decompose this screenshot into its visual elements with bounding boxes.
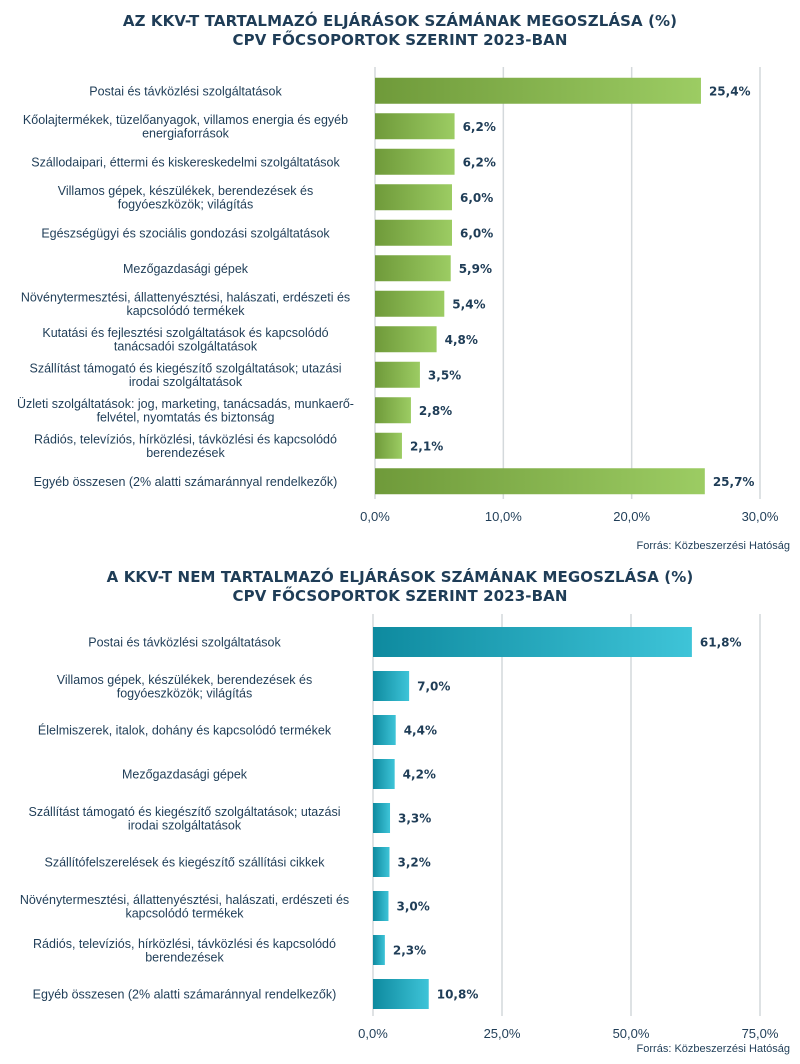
category-label: Egyéb összesen (2% alatti számaránnyal r… xyxy=(34,475,338,489)
data-label: 2,8% xyxy=(419,404,452,418)
bar xyxy=(375,290,445,317)
category-label: Mezőgazdasági gépek xyxy=(123,262,249,276)
bar xyxy=(373,847,390,877)
data-label: 6,0% xyxy=(460,226,493,240)
bar xyxy=(375,184,452,211)
bar xyxy=(373,935,385,965)
data-label: 3,3% xyxy=(398,812,431,826)
bar xyxy=(373,671,410,701)
category-label: Postai és távközlési szolgáltatások xyxy=(89,84,282,98)
data-label: 6,2% xyxy=(463,155,496,169)
x-tick-label: 30,0% xyxy=(742,509,779,524)
category-label: Mezőgazdasági gépek xyxy=(122,768,248,782)
category-label: Szállítást támogató és kiegészítő szolgá… xyxy=(30,362,342,390)
bar xyxy=(373,627,692,657)
category-label: Szállodaipari, éttermi és kiskereskedelm… xyxy=(31,155,340,169)
chart-title-line-1: AZ KKV-T TARTALMAZÓ ELJÁRÁSOK SZÁMÁNAK M… xyxy=(122,12,678,30)
source-note: Forrás: Közbeszerzési Hatóság xyxy=(636,540,790,552)
bar xyxy=(373,715,396,745)
data-label: 3,5% xyxy=(428,368,461,382)
chart-title-line-1: A KKV-T NEM TARTALMAZÓ ELJÁRÁSOK SZÁMÁNA… xyxy=(106,568,694,586)
source-note: Forrás: Közbeszerzési Hatóság xyxy=(636,1043,790,1055)
x-tick-label: 75,0% xyxy=(742,1026,779,1041)
bar xyxy=(375,255,451,282)
data-label: 3,0% xyxy=(396,900,429,914)
category-label: Egészségügyi és szociális gondozási szol… xyxy=(41,226,330,240)
x-tick-label: 0,0% xyxy=(360,509,390,524)
category-label: Kőolajtermékek, tüzelőanyagok, villamos … xyxy=(23,113,348,141)
category-label: Szállítást támogató és kiegészítő szolgá… xyxy=(29,805,341,833)
data-label: 5,9% xyxy=(459,262,492,276)
data-label: 61,8% xyxy=(700,636,742,650)
bar xyxy=(375,397,411,424)
bar xyxy=(373,803,391,833)
bar xyxy=(373,759,395,789)
bar xyxy=(375,148,455,175)
data-label: 6,0% xyxy=(460,191,493,205)
data-label: 3,2% xyxy=(398,856,431,870)
data-label: 6,2% xyxy=(463,120,496,134)
bar xyxy=(375,326,437,353)
bar-chart-kkv: 25,4% Postai és távközlési szolgáltatások… xyxy=(17,67,779,524)
data-label: 4,4% xyxy=(404,724,437,738)
bar xyxy=(375,219,452,246)
data-label: 7,0% xyxy=(417,680,450,694)
category-label: Élelmiszerek, italok, dohány és kapcsoló… xyxy=(38,723,332,738)
data-label: 25,7% xyxy=(713,475,755,489)
data-label: 10,8% xyxy=(437,988,479,1002)
bar xyxy=(373,891,389,921)
category-label: Kutatási és fejlesztési szolgáltatások é… xyxy=(42,326,328,354)
category-label: Villamos gépek, készülékek, berendezések… xyxy=(57,673,312,701)
x-tick-label: 0,0% xyxy=(358,1026,388,1041)
data-label: 25,4% xyxy=(709,84,751,98)
bar xyxy=(375,77,701,104)
bar xyxy=(375,113,455,140)
category-label: Rádiós, televíziós, hírközlési, távközlé… xyxy=(34,433,337,461)
category-label: Növénytermesztési, állattenyésztési, hal… xyxy=(21,291,350,319)
data-label: 2,1% xyxy=(410,439,443,453)
category-label: Szállítófelszerelések és kiegészítő szál… xyxy=(45,856,326,870)
category-label: Rádiós, televíziós, hírközlési, távközlé… xyxy=(33,937,336,965)
chart-title-line-2: CPV FŐCSOPORTOK SZERINT 2023-BAN xyxy=(232,587,568,605)
chart-title-line-2: CPV FŐCSOPORTOK SZERINT 2023-BAN xyxy=(232,31,568,49)
category-label: Üzleti szolgáltatások: jog, marketing, t… xyxy=(17,397,354,425)
bar xyxy=(373,979,429,1009)
data-label: 5,4% xyxy=(452,297,485,311)
chart-title: AZ KKV-T TARTALMAZÓ ELJÁRÁSOK SZÁMÁNAK M… xyxy=(0,12,800,50)
category-label: Egyéb összesen (2% alatti számaránnyal r… xyxy=(33,988,337,1002)
x-tick-label: 20,0% xyxy=(613,509,650,524)
bar xyxy=(375,468,705,495)
bar xyxy=(375,432,402,459)
bar xyxy=(375,361,420,388)
data-label: 2,3% xyxy=(393,944,426,958)
category-label: Postai és távközlési szolgáltatások xyxy=(88,636,281,650)
category-label: Növénytermesztési, állattenyésztési, hal… xyxy=(20,893,349,921)
data-label: 4,2% xyxy=(403,768,436,782)
x-tick-label: 10,0% xyxy=(485,509,522,524)
category-label: Villamos gépek, készülékek, berendezések… xyxy=(58,184,313,212)
bar-chart-non-kkv: 61,8% Postai és távközlési szolgáltatások… xyxy=(20,614,779,1041)
x-tick-label: 25,0% xyxy=(484,1026,521,1041)
data-label: 4,8% xyxy=(445,333,478,347)
x-tick-label: 50,0% xyxy=(613,1026,650,1041)
chart-title: A KKV-T NEM TARTALMAZÓ ELJÁRÁSOK SZÁMÁNA… xyxy=(0,568,800,606)
